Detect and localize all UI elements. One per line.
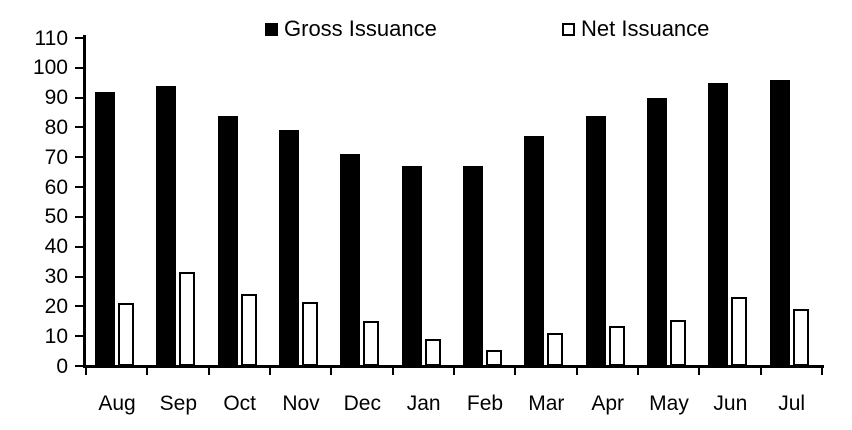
x-axis-tick [637, 367, 639, 375]
net-issuance-swatch-icon [562, 22, 575, 36]
x-axis-category-label: Nov [282, 392, 320, 415]
y-axis-tick-label: 50 [44, 205, 68, 229]
y-axis-tick [75, 245, 83, 248]
y-axis-tick-label: 60 [44, 175, 68, 199]
y-axis-tick-label: 10 [44, 324, 68, 348]
gross-issuance-swatch-icon [265, 22, 278, 36]
x-axis-tick [330, 367, 333, 375]
y-axis-tick-label: 30 [44, 265, 68, 289]
x-axis-tick [391, 367, 394, 375]
y-axis-tick [75, 37, 83, 39]
y-axis-tick-label: 100 [32, 56, 68, 80]
x-axis-category-label: Jan [406, 392, 441, 415]
x-axis-category-label: Oct [223, 392, 256, 415]
legend-item-gross-issuance: Gross Issuance [265, 16, 437, 41]
gross-issuance-bar [401, 166, 422, 366]
y-axis-line [83, 35, 86, 367]
x-axis-category-label: Dec [343, 392, 381, 415]
legend-label-net-issuance: Net Issuance [581, 16, 710, 41]
y-axis-tick-label: 0 [56, 354, 68, 378]
x-axis-tick [146, 367, 149, 375]
x-axis-category-label: Jul [778, 392, 806, 415]
gross-issuance-bar [217, 115, 238, 366]
x-axis-category-label: May [649, 392, 689, 415]
y-axis-tick [75, 215, 83, 218]
y-axis-tick-label: 90 [44, 86, 68, 110]
x-axis-line [83, 365, 824, 368]
y-axis-tick [75, 186, 83, 189]
net-issuance-bar [547, 333, 564, 366]
gross-issuance-bar [156, 85, 177, 366]
net-issuance-bar [118, 303, 134, 366]
net-issuance-bar [363, 321, 380, 366]
y-axis-tick-label: 80 [44, 115, 68, 139]
legend-item-net-issuance: Net Issuance [562, 16, 710, 41]
gross-issuance-bar [95, 91, 115, 366]
net-issuance-bar [670, 319, 686, 366]
y-axis-tick [75, 365, 83, 367]
y-axis-tick-label: 70 [44, 145, 68, 169]
net-issuance-bar [486, 349, 502, 366]
gross-issuance-bar [524, 136, 545, 366]
y-axis-tick-label: 110 [34, 26, 68, 50]
y-axis-tick [75, 335, 83, 338]
y-axis-tick [75, 305, 83, 308]
x-axis-category-label: Apr [591, 392, 624, 415]
y-axis-tick-label: 40 [44, 235, 68, 259]
net-issuance-bar [302, 301, 318, 366]
x-axis-tick [575, 367, 578, 375]
x-axis-tick [207, 367, 210, 375]
gross-issuance-bar [463, 166, 483, 366]
x-axis-tick [85, 367, 87, 375]
y-axis-tick [75, 66, 83, 69]
x-axis-category-label: Aug [98, 392, 136, 415]
y-axis-tick [75, 96, 83, 99]
net-issuance-bar [608, 325, 625, 366]
x-axis-category-label: Sep [159, 392, 198, 415]
x-axis-category-label: Jun [713, 392, 748, 415]
x-axis-category-label: Mar [528, 392, 565, 415]
net-issuance-bar [792, 309, 809, 366]
y-axis-tick [75, 275, 83, 278]
y-axis-tick [75, 156, 83, 159]
x-axis-tick [759, 367, 762, 375]
x-axis-tick [269, 367, 271, 375]
net-issuance-bar [240, 294, 257, 366]
y-axis-tick-label: 20 [44, 294, 68, 318]
x-axis-category-label: Feb [466, 392, 504, 415]
gross-issuance-bar [279, 130, 299, 366]
net-issuance-bar [424, 339, 441, 366]
legend-label-gross-issuance: Gross Issuance [284, 16, 437, 41]
x-axis-tick [453, 367, 455, 375]
x-axis-tick [514, 367, 517, 375]
gross-issuance-bar [708, 82, 729, 366]
net-issuance-bar [731, 297, 748, 366]
net-issuance-bar [179, 272, 196, 366]
x-axis-tick [821, 367, 823, 375]
gross-issuance-bar [769, 79, 790, 366]
x-axis-tick [698, 367, 701, 375]
gross-issuance-bar [340, 154, 361, 366]
gross-issuance-bar [647, 97, 667, 366]
gross-issuance-bar [585, 115, 606, 366]
y-axis-tick [75, 126, 83, 129]
